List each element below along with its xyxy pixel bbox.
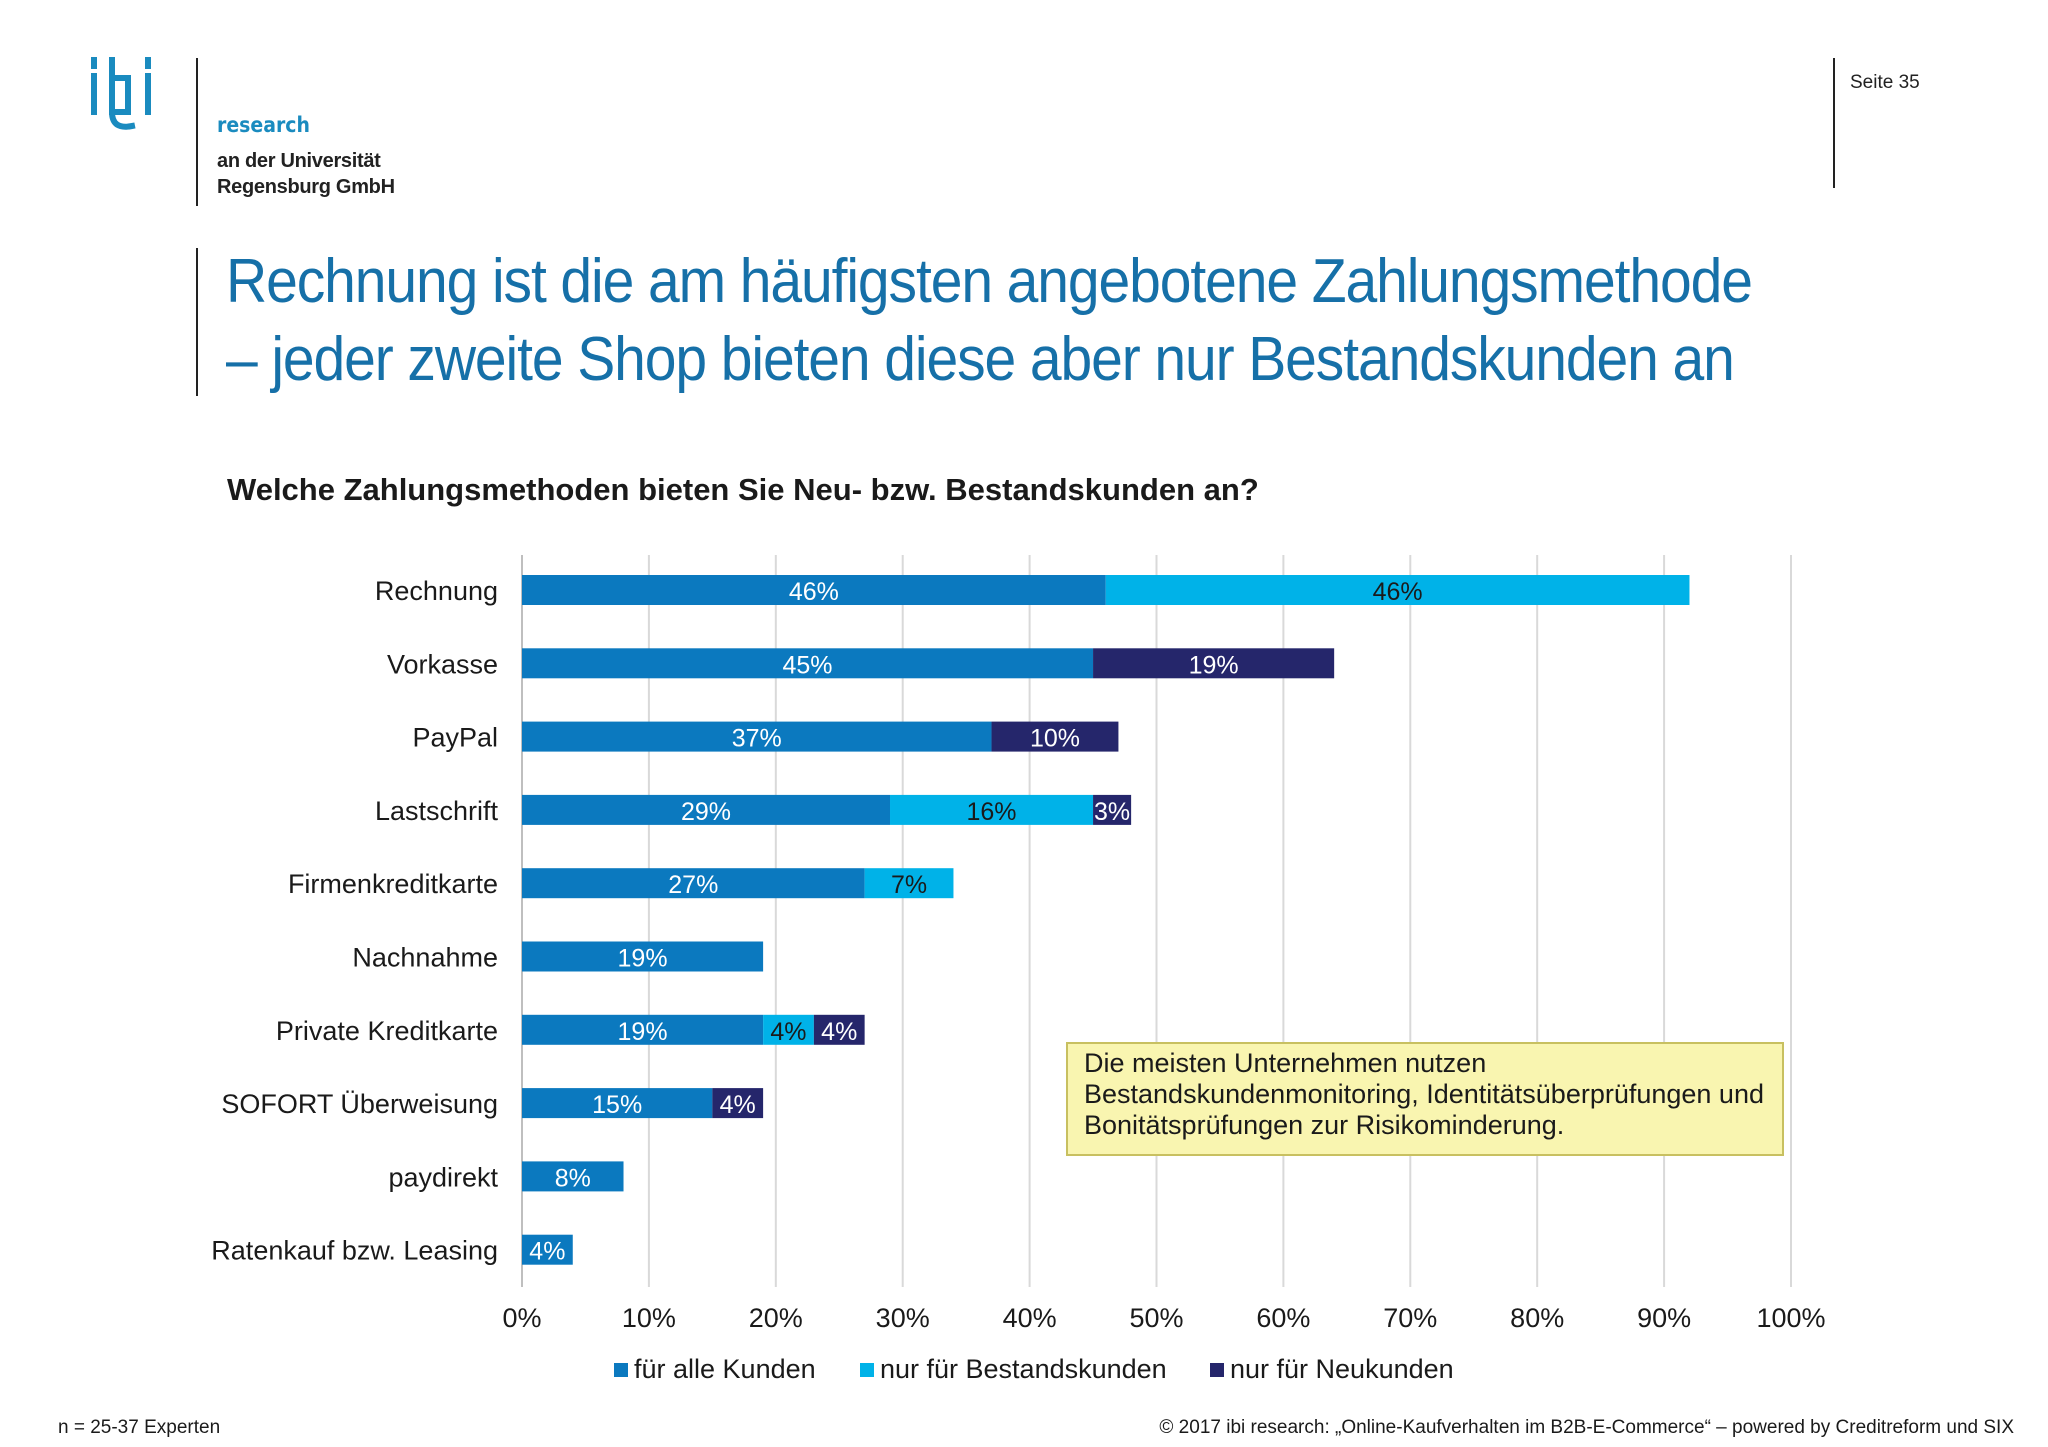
ibi-logo-mark [91,57,151,130]
ibi-logo [88,56,408,206]
bar-segment [712,1088,764,1119]
callout-box: Die meisten Unternehmen nutzen Bestandsk… [1066,1042,1784,1156]
x-tick-label: 30% [876,1303,930,1333]
category-label: PayPal [412,723,498,753]
page-title-line-2: – jeder zweite Shop bieten diese aber nu… [226,325,1735,394]
page-divider [1833,58,1835,188]
bar-segment [522,575,1106,605]
data-label: 4% [529,1238,565,1266]
x-tick-label: 10% [622,1303,676,1333]
bar-segment [522,941,764,972]
x-tick-label: 50% [1129,1303,1183,1333]
bar-segment [522,794,891,825]
logo-divider [196,58,198,206]
category-label: SOFORT Überweisung [221,1089,498,1119]
data-label: 29% [681,798,731,826]
bar-segment [813,1014,865,1045]
data-label: 10% [1030,725,1080,753]
data-label: 19% [618,1018,668,1046]
category-label: Rechnung [375,576,498,606]
bar-segment [1093,648,1335,679]
data-label: 4% [720,1091,756,1119]
data-label: 19% [1189,651,1239,679]
x-tick-label: 60% [1256,1303,1310,1333]
legend-item-all: für alle Kunden [614,1354,816,1385]
data-label: 27% [668,871,718,899]
data-label: 3% [1094,798,1130,826]
x-tick-label: 0% [502,1303,541,1333]
category-label: Ratenkauf bzw. Leasing [211,1236,498,1266]
data-label: 7% [891,871,927,899]
page-title: Rechnung ist die am häufigsten angeboten… [226,243,1753,399]
legend-swatch-existing [860,1362,874,1377]
data-label: 4% [821,1018,857,1046]
bar-segment [763,1014,814,1045]
bar-segment [890,794,1094,825]
x-tick-label: 20% [749,1303,803,1333]
data-label: 8% [555,1164,591,1192]
bar-segment [522,721,992,752]
bar-segment [864,868,954,899]
legend-item-existing: nur für Bestandskunden [860,1354,1167,1385]
data-label: 37% [732,725,782,753]
category-label: Lastschrift [375,796,499,826]
bar-segment [522,1161,624,1192]
page-number: Seite 35 [1850,72,1920,93]
category-label: paydirekt [388,1162,498,1192]
x-tick-label: 80% [1510,1303,1564,1333]
title-bar [196,248,198,396]
bar-segment [1093,794,1132,825]
x-tick-label: 90% [1637,1303,1691,1333]
footer-source: © 2017 ibi research: „Online-Kaufverhalt… [1159,1417,2014,1438]
legend-label-all: für alle Kunden [634,1354,816,1384]
category-label: Vorkasse [387,649,498,679]
x-tick-label: 40% [1003,1303,1057,1333]
chart-question: Welche Zahlungsmethoden bieten Sie Neu- … [227,472,1259,507]
logo-line-2: Regensburg GmbH [217,176,395,198]
legend-label-new: nur für Neukunden [1230,1354,1454,1384]
legend-swatch-new [1210,1362,1224,1377]
category-label: Nachnahme [352,943,498,973]
page-title-line-1: Rechnung ist die am häufigsten angeboten… [226,247,1753,316]
legend-label-existing: nur für Bestandskunden [880,1354,1167,1384]
data-label: 16% [967,798,1017,826]
bar-segment [522,648,1094,679]
bar-segment [522,868,865,899]
bar-segment [1105,575,1690,605]
data-label: 45% [783,651,833,679]
logo-line-1: an der Universität [217,150,381,172]
data-label: 19% [618,945,668,973]
category-label: Firmenkreditkarte [288,869,498,899]
legend-swatch-all [614,1362,628,1377]
category-label: Private Kreditkarte [276,1016,498,1046]
x-tick-label: 100% [1756,1303,1825,1333]
data-label: 15% [592,1091,642,1119]
data-label: 4% [770,1018,806,1046]
bar-segment [522,1088,713,1119]
x-tick-label: 70% [1383,1303,1437,1333]
logo-research: research [217,113,310,137]
bar-segment [522,1234,573,1265]
bar-segment [522,1014,764,1045]
legend-item-new: nur für Neukunden [1210,1354,1454,1385]
data-label: 46% [1373,578,1423,606]
data-label: 46% [789,578,839,606]
bar-segment [991,721,1119,752]
footer-sample-size: n = 25-37 Experten [58,1417,221,1438]
